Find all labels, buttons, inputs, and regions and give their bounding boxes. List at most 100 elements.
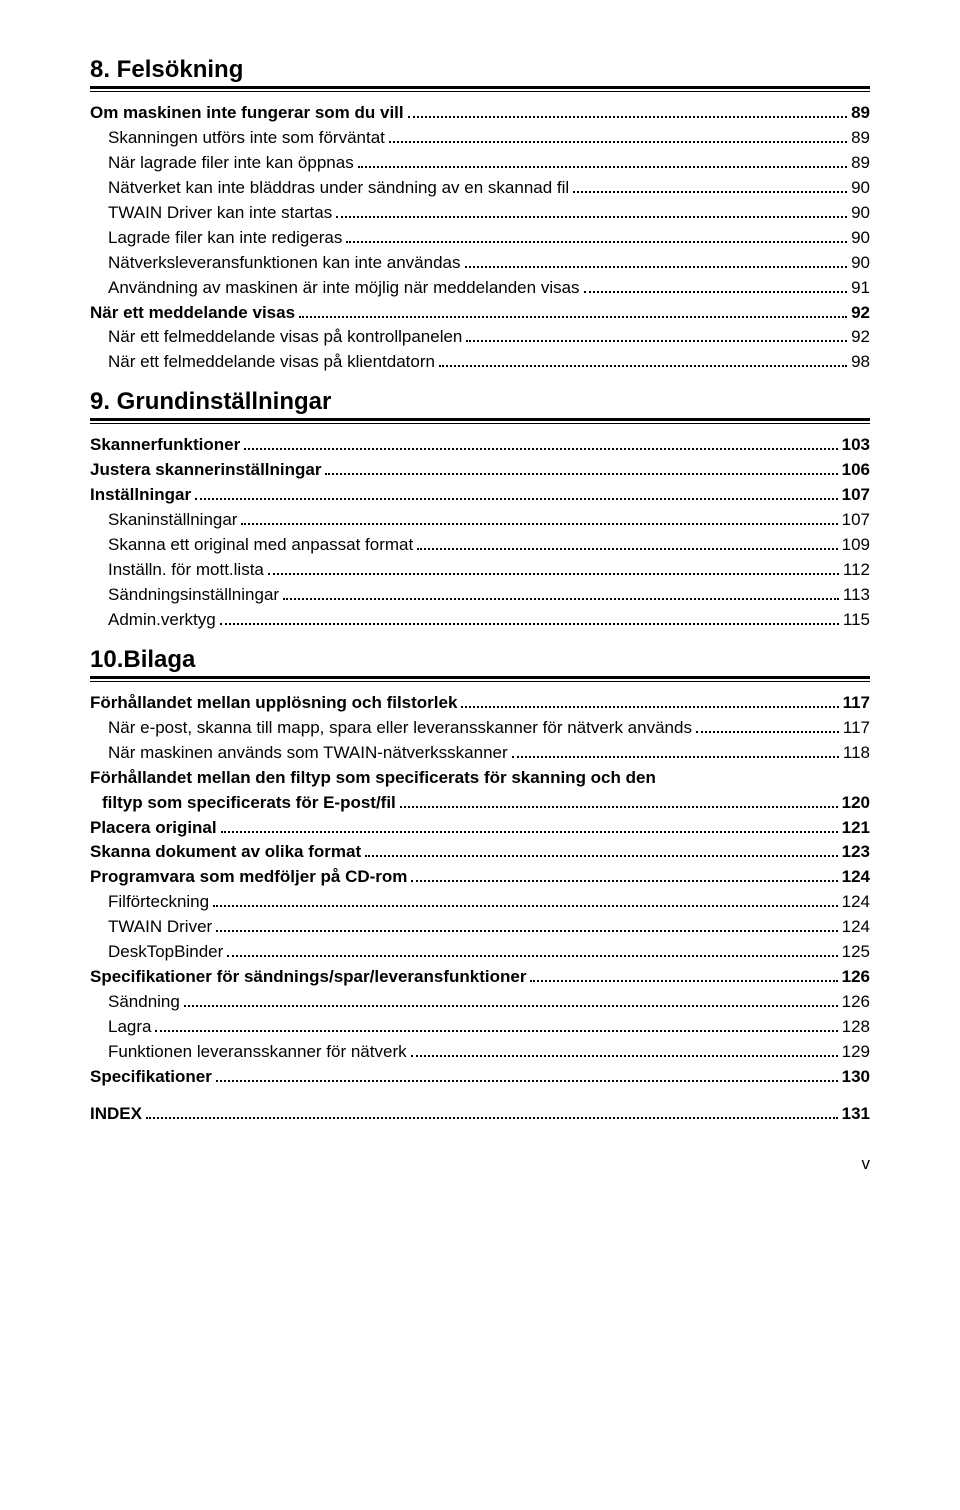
toc-label: Filförteckning	[108, 891, 209, 914]
toc-label: TWAIN Driver kan inte startas	[108, 202, 332, 225]
toc-entry: Om maskinen inte fungerar som du vill 89	[90, 102, 870, 125]
toc-page: 130	[842, 1066, 870, 1089]
toc-label: Sändningsinställningar	[108, 584, 279, 607]
toc-label: Användning av maskinen är inte möjlig nä…	[108, 277, 580, 300]
toc-leader	[461, 693, 838, 708]
toc-entry: Placera original121	[90, 817, 870, 840]
toc-label: Specifikationer	[90, 1066, 212, 1089]
toc-entry: Sändningsinställningar 113	[90, 584, 870, 607]
section-9-heading: 9. Grundinställningar	[90, 388, 870, 416]
toc-page: 92	[851, 302, 870, 325]
toc-page: 92	[851, 326, 870, 349]
toc-page: 113	[843, 584, 870, 607]
toc-page: 103	[842, 434, 870, 457]
toc-page: 107	[842, 484, 870, 507]
toc-page: 89	[851, 127, 870, 150]
toc-leader	[146, 1104, 838, 1119]
toc-label: TWAIN Driver	[108, 916, 212, 939]
toc-label: INDEX	[90, 1103, 142, 1126]
toc-entry: När e-post, skanna till mapp, spara elle…	[90, 717, 870, 740]
section-8: 8. Felsökning Om maskinen inte fungerar …	[90, 56, 870, 374]
toc-entry: Användning av maskinen är inte möjlig nä…	[90, 277, 870, 300]
toc-entry: Filförteckning124	[90, 891, 870, 914]
toc-page: 90	[851, 252, 870, 275]
section-rule	[90, 86, 870, 92]
toc-page: 126	[842, 966, 870, 989]
toc-leader	[216, 917, 837, 932]
toc-leader	[244, 435, 837, 450]
toc-entry: Lagra128	[90, 1016, 870, 1039]
toc-leader	[408, 103, 847, 118]
toc-entry: Förhållandet mellan upplösning och filst…	[90, 692, 870, 715]
toc-leader	[696, 717, 839, 732]
toc-label: När e-post, skanna till mapp, spara elle…	[108, 717, 692, 740]
toc-label: När ett felmeddelande visas på klientdat…	[108, 351, 435, 374]
toc-label: Lagrade filer kan inte redigeras	[108, 227, 342, 250]
toc-label: Funktionen leveransskanner för nätverk	[108, 1041, 407, 1064]
toc-leader	[336, 202, 847, 217]
toc-entry: filtyp som specificerats för E-post/fil …	[90, 792, 870, 815]
toc-page: 89	[851, 152, 870, 175]
toc-label: Skanna dokument av olika format	[90, 841, 361, 864]
page-number: v	[90, 1154, 870, 1174]
toc-page: 128	[842, 1016, 870, 1039]
toc-entry: Sändning126	[90, 991, 870, 1014]
toc-label: Skaninställningar	[108, 509, 237, 532]
toc-leader	[584, 277, 848, 292]
toc-entry: DeskTopBinder125	[90, 941, 870, 964]
toc-entry: Inställningar107	[90, 484, 870, 507]
toc-leader	[220, 610, 839, 625]
toc-leader	[195, 485, 838, 500]
toc-leader	[227, 942, 837, 957]
toc-leader	[299, 302, 847, 317]
toc-page: 118	[843, 742, 870, 765]
section-10-heading: 10.Bilaga	[90, 646, 870, 674]
toc-entry: Specifikationer för sändnings/spar/lever…	[90, 966, 870, 989]
toc-label: Nätverksleveransfunktionen kan inte anvä…	[108, 252, 461, 275]
toc-leader	[216, 1067, 838, 1082]
toc-label: Skanna ett original med anpassat format	[108, 534, 413, 557]
toc-label: Specifikationer för sändnings/spar/lever…	[90, 966, 526, 989]
toc-page: 112	[843, 559, 870, 582]
toc-entry: Skanna dokument av olika format123	[90, 841, 870, 864]
toc-label: Nätverket kan inte bläddras under sändni…	[108, 177, 569, 200]
toc-entry: Admin.verktyg115	[90, 609, 870, 632]
toc-entry: När maskinen används som TWAIN-nätverkss…	[90, 742, 870, 765]
toc-entry: Nätverksleveransfunktionen kan inte anvä…	[90, 252, 870, 275]
toc-leader	[283, 585, 839, 600]
toc-entry: Programvara som medföljer på CD-rom124	[90, 866, 870, 889]
toc-entry: Inställn. för mott.lista 112	[90, 559, 870, 582]
toc-leader	[530, 967, 837, 982]
toc-page: 124	[842, 866, 870, 889]
toc-entry: Justera skannerinställningar106	[90, 459, 870, 482]
section-8-heading: 8. Felsökning	[90, 56, 870, 84]
toc-leader	[466, 327, 847, 342]
toc-leader	[573, 178, 847, 193]
toc-page: 120	[842, 792, 870, 815]
toc-leader	[358, 153, 847, 168]
toc-entry: När ett meddelande visas 92	[90, 302, 870, 325]
toc-label: När lagrade filer inte kan öppnas	[108, 152, 354, 175]
toc-page: 90	[851, 177, 870, 200]
section-rule	[90, 676, 870, 682]
toc-label: Admin.verktyg	[108, 609, 216, 632]
toc-page: 125	[842, 941, 870, 964]
toc-page: 89	[851, 102, 870, 125]
toc-page: 131	[842, 1103, 870, 1126]
toc-entry: TWAIN Driver kan inte startas90	[90, 202, 870, 225]
toc-entry: Nätverket kan inte bläddras under sändni…	[90, 177, 870, 200]
toc-page: 117	[843, 692, 870, 715]
toc-leader	[411, 1042, 838, 1057]
toc-leader	[400, 792, 838, 807]
toc-page: 90	[851, 227, 870, 250]
toc-leader	[512, 742, 839, 757]
toc-leader	[439, 352, 847, 367]
toc-leader	[155, 1017, 837, 1032]
toc-label: Inställn. för mott.lista	[108, 559, 264, 582]
toc-leader	[465, 252, 848, 267]
toc-page: 91	[851, 277, 870, 300]
toc-leader	[184, 992, 838, 1007]
toc-entry: Funktionen leveransskanner för nätverk12…	[90, 1041, 870, 1064]
toc-page: 117	[843, 717, 870, 740]
toc-leader	[346, 227, 847, 242]
